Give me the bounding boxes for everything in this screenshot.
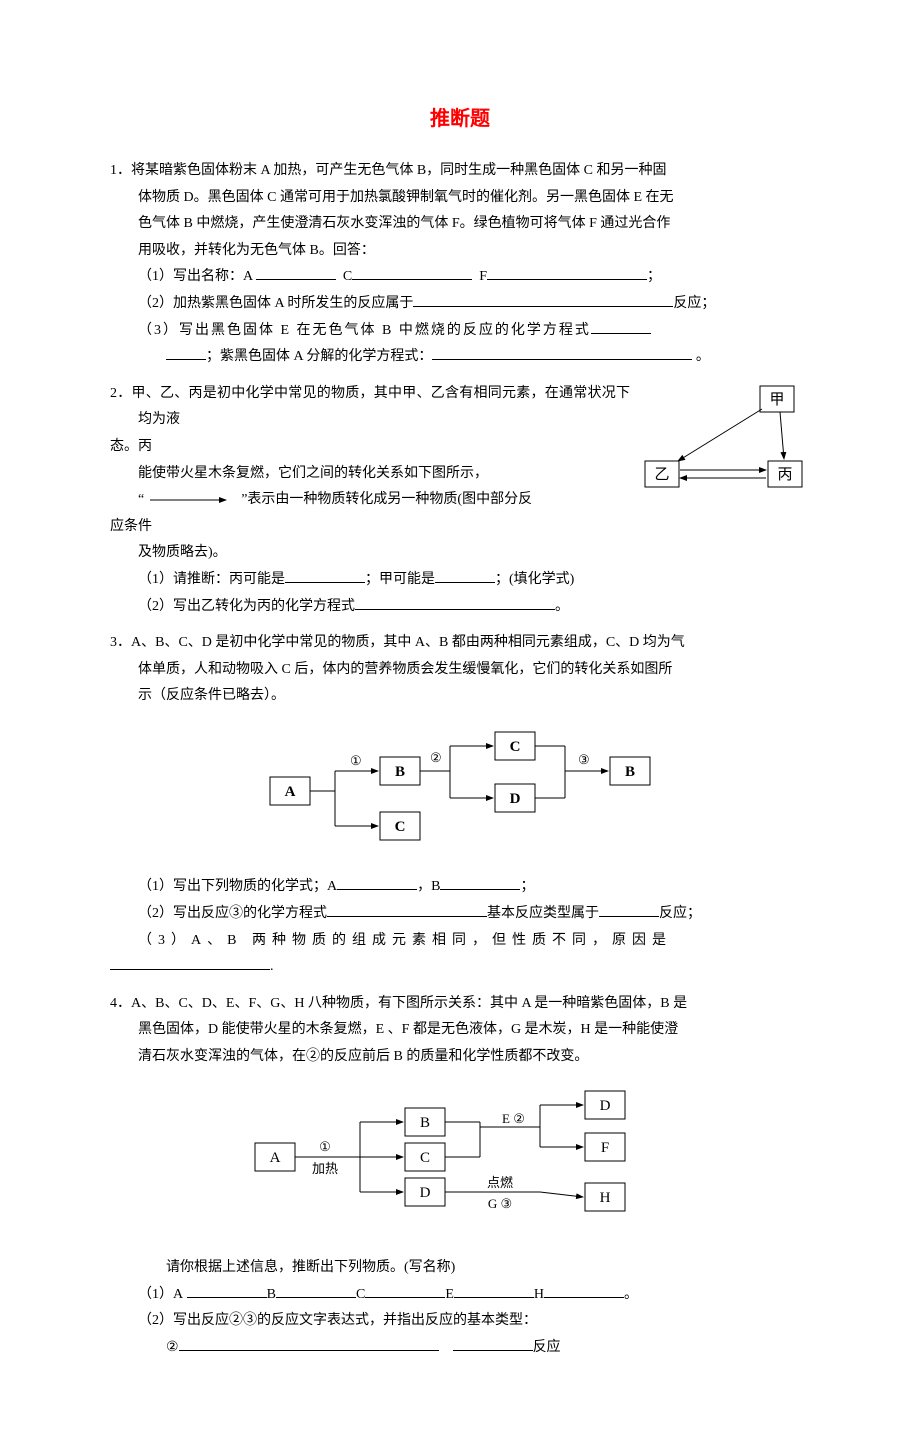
svg-text:E ②: E ② bbox=[502, 1111, 525, 1126]
q3-part2: （2）写出反应③的化学方程式基本反应类型属于反应； bbox=[110, 901, 810, 928]
blank bbox=[352, 265, 472, 280]
question-2: 甲 乙 丙 2．甲、乙、丙是初中化学中常见的物质，其中甲、乙含有相同元素，在通常… bbox=[110, 381, 810, 620]
q3-flow-svg: A B C C D B ① bbox=[250, 722, 670, 852]
blank bbox=[337, 875, 417, 890]
q3-diagram: A B C C D B ① bbox=[110, 722, 810, 863]
q1-num: 1． bbox=[110, 163, 131, 178]
q3-part1: （1）写出下列物质的化学式；A，B； bbox=[110, 874, 810, 901]
blank bbox=[454, 1283, 534, 1298]
svg-text:H: H bbox=[600, 1190, 611, 1206]
blank bbox=[187, 1283, 267, 1298]
q1-stem: 1．将某暗紫色固体粉末 A 加热，可产生无色气体 B，同时生成一种黑色固体 C … bbox=[110, 158, 810, 185]
svg-text:A: A bbox=[270, 1150, 281, 1166]
blank bbox=[591, 319, 651, 334]
question-3: 3．A、B、C、D 是初中化学中常见的物质，其中 A、B 都由两种相同元素组成，… bbox=[110, 630, 810, 981]
blank bbox=[110, 955, 270, 970]
arrow-icon bbox=[148, 494, 238, 506]
svg-text:D: D bbox=[510, 791, 521, 807]
blank bbox=[440, 875, 520, 890]
q4-num: 4． bbox=[110, 996, 131, 1011]
blank bbox=[276, 1283, 356, 1298]
q4-part2-line: ② 反应 bbox=[110, 1335, 810, 1362]
svg-text:①: ① bbox=[319, 1139, 331, 1154]
q2-part2: （2）写出乙转化为丙的化学方程式。 bbox=[110, 594, 810, 621]
blank bbox=[435, 568, 495, 583]
q2-diagram: 甲 乙 丙 bbox=[640, 381, 810, 512]
svg-text:B: B bbox=[625, 764, 635, 780]
blank bbox=[599, 902, 659, 917]
q2-part1: （1）请推断：丙可能是；甲可能是；(填化学式) bbox=[110, 567, 810, 594]
svg-text:G ③: G ③ bbox=[488, 1196, 512, 1211]
blank bbox=[166, 345, 206, 360]
page-title: 推断题 bbox=[110, 100, 810, 138]
svg-text:F: F bbox=[601, 1140, 609, 1156]
svg-text:C: C bbox=[510, 739, 521, 755]
blank bbox=[355, 595, 555, 610]
q1-part1: （1）写出名称：A C F； bbox=[110, 264, 810, 291]
blank bbox=[544, 1283, 624, 1298]
svg-text:③: ③ bbox=[578, 752, 590, 767]
svg-text:点燃: 点燃 bbox=[487, 1175, 513, 1190]
triangle-diagram-svg: 甲 乙 丙 bbox=[640, 381, 810, 501]
svg-text:甲: 甲 bbox=[769, 392, 784, 408]
q4-part2: （2）写出反应②③的反应文字表达式，并指出反应的基本类型： bbox=[110, 1308, 810, 1335]
blank bbox=[432, 345, 692, 360]
svg-text:D: D bbox=[600, 1098, 611, 1114]
blank bbox=[179, 1336, 439, 1351]
blank bbox=[453, 1336, 533, 1351]
blank bbox=[365, 1283, 445, 1298]
svg-text:加热: 加热 bbox=[312, 1161, 338, 1176]
svg-text:B: B bbox=[395, 764, 405, 780]
blank bbox=[256, 265, 336, 280]
blank bbox=[285, 568, 365, 583]
svg-text:C: C bbox=[395, 819, 406, 835]
q4-instruction: 请你根据上述信息，推断出下列物质。(写名称) bbox=[110, 1255, 810, 1282]
page: 推断题 1．将某暗紫色固体粉末 A 加热，可产生无色气体 B，同时生成一种黑色固… bbox=[0, 0, 920, 1432]
q4-part1: （1）A BCEH。 bbox=[110, 1282, 810, 1309]
blank bbox=[487, 265, 647, 280]
blank bbox=[327, 902, 487, 917]
q2-num: 2． bbox=[110, 386, 132, 401]
svg-text:C: C bbox=[420, 1150, 430, 1166]
svg-text:②: ② bbox=[430, 750, 442, 765]
svg-text:A: A bbox=[285, 784, 296, 800]
question-4: 4．A、B、C、D、E、F、G、H 八种物质，有下图所示关系：其中 A 是一种暗… bbox=[110, 991, 810, 1362]
blank bbox=[413, 292, 673, 307]
q4-diagram: A B C D D F H ① bbox=[110, 1083, 810, 1244]
svg-text:B: B bbox=[420, 1115, 430, 1131]
q4-flow-svg: A B C D D F H ① bbox=[240, 1083, 680, 1233]
question-1: 1．将某暗紫色固体粉末 A 加热，可产生无色气体 B，同时生成一种黑色固体 C … bbox=[110, 158, 810, 371]
svg-text:D: D bbox=[420, 1185, 431, 1201]
q1-part3: （3）写出黑色固体 E 在无色气体 B 中燃烧的反应的化学方程式 bbox=[110, 318, 810, 345]
svg-text:①: ① bbox=[350, 753, 362, 768]
q3-part3: （3）A、B 两种物质的组成元素相同，但性质不同，原因是 bbox=[110, 928, 810, 955]
svg-text:丙: 丙 bbox=[777, 467, 792, 483]
q3-num: 3． bbox=[110, 635, 131, 650]
q1-part2: （2）加热紫黑色固体 A 时所发生的反应属于反应； bbox=[110, 291, 810, 318]
svg-text:乙: 乙 bbox=[654, 467, 669, 483]
